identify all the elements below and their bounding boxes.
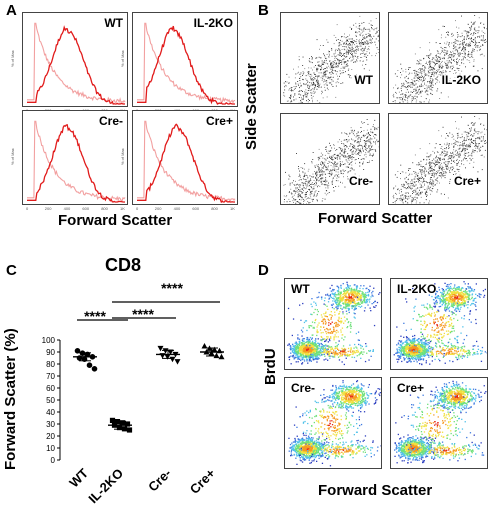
data-point (91, 366, 98, 372)
density-label: WT (291, 282, 310, 296)
data-point (74, 348, 81, 354)
y-tick-label: 60 (46, 384, 55, 393)
density-points (287, 281, 381, 366)
data-point (126, 427, 133, 433)
chart-title: CD8 (105, 255, 142, 275)
category-label: WT (66, 465, 91, 490)
histogram-label: IL-2KO (193, 16, 233, 30)
scatter-label: Cre+ (453, 173, 481, 188)
scatter-label: IL-2KO (441, 72, 481, 87)
histogram-line (27, 123, 125, 203)
histogram-line (137, 25, 235, 105)
scatter-points (392, 15, 487, 103)
x-tick-label: 1K (120, 206, 125, 211)
histogram-label: Cre- (98, 114, 123, 128)
density-points (393, 281, 487, 366)
x-tick-label: 600 (82, 206, 90, 211)
scatter-plot: Cre- (280, 113, 380, 205)
data-point (201, 343, 208, 349)
y-tick-label: 100 (42, 336, 56, 345)
panel-letter-d: D (258, 262, 269, 279)
y-tick-label: 30 (46, 420, 55, 429)
x-tick-label: 400 (173, 206, 181, 211)
x-tick-label: 200 (154, 206, 162, 211)
x-tick-label: 1K (230, 206, 235, 211)
panel-d-x-label: Forward Scatter (318, 482, 433, 499)
y-tick-label: 20 (46, 432, 55, 441)
scatter-plot: IL-2KO (388, 12, 488, 104)
scatter-label: Cre- (348, 173, 373, 188)
x-tick-label: 600 (192, 206, 200, 211)
scatter-points (283, 15, 379, 103)
panel-letter-c: C (6, 262, 17, 279)
significance-label: **** (132, 306, 154, 322)
density-points (288, 380, 381, 467)
y-tick-label: 80 (46, 360, 55, 369)
data-point (109, 417, 116, 423)
y-tick-label: 40 (46, 408, 55, 417)
scatter-plot: WT (280, 12, 380, 104)
significance-label: **** (84, 308, 106, 324)
data-point (119, 420, 126, 426)
x-tick-label: 0 (136, 206, 139, 211)
panel-letter-a: A (6, 2, 17, 19)
density-label: Cre+ (397, 381, 425, 395)
histogram-line (27, 25, 126, 105)
category-label: Cre- (145, 466, 174, 495)
data-point (218, 353, 225, 360)
data-point (213, 352, 220, 359)
histogram-line (137, 123, 235, 204)
data-point (162, 348, 169, 354)
histogram-plot: WT (22, 12, 128, 107)
data-point (169, 356, 176, 363)
unstained-histogram-line (27, 22, 126, 104)
x-tick-label: 0 (26, 206, 29, 211)
density-label: IL-2KO (397, 282, 437, 296)
density-plot: Cre+ (390, 377, 488, 469)
y-tick-label: 10 (46, 444, 55, 453)
x-tick-label: 800 (211, 206, 218, 211)
data-point (157, 345, 164, 352)
unstained-histogram-line (137, 22, 236, 105)
density-plot: IL-2KO (390, 278, 488, 370)
panel-b-x-label: Forward Scatter (318, 210, 433, 227)
data-point (211, 346, 218, 353)
scatter-label: WT (354, 72, 373, 87)
x-tick-label: 200 (44, 206, 52, 211)
unstained-histogram-line (137, 120, 236, 203)
data-point (86, 362, 93, 369)
panel-a-x-label: Forward Scatter (58, 212, 173, 229)
data-point (124, 421, 131, 427)
histogram-label: WT (104, 16, 123, 30)
scatter-points (392, 116, 487, 204)
significance-label: **** (161, 280, 183, 296)
category-label: IL-2KO (85, 466, 126, 507)
scatter-plot: Cre+ (388, 113, 488, 205)
y-tick-label: 0 (51, 456, 56, 465)
histogram-plot: Cre- (22, 110, 128, 205)
data-point (174, 359, 181, 365)
histogram-plot: Cre+ (132, 110, 238, 205)
x-tick-label: 800 (101, 206, 108, 211)
density-plot: Cre- (284, 377, 382, 469)
density-points (394, 380, 487, 464)
data-point (76, 355, 83, 361)
y-tick-label: 70 (46, 372, 55, 381)
scatter-points (283, 119, 379, 204)
histogram-label: Cre+ (205, 114, 233, 128)
panel-d-y-label: BrdU (262, 348, 279, 385)
y-tick-label: 90 (46, 348, 55, 357)
density-label: Cre- (291, 381, 316, 395)
category-label: Cre+ (187, 465, 219, 497)
histogram-plot: IL-2KO (132, 12, 238, 107)
panel-letter-b: B (258, 2, 269, 19)
x-tick-label: 400 (63, 206, 71, 211)
density-plot: WT (284, 278, 382, 370)
y-tick-label: 50 (46, 396, 55, 405)
